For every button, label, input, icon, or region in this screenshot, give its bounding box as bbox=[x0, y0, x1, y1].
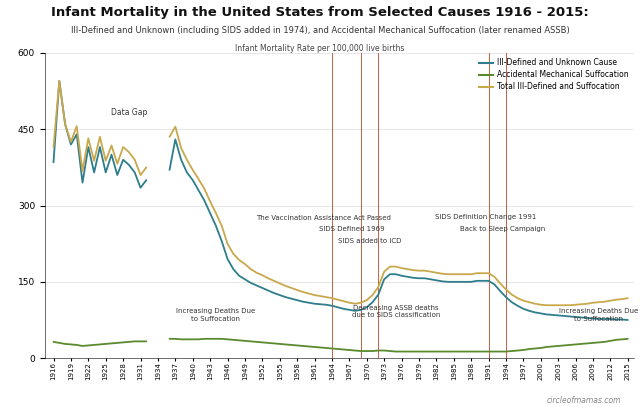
Text: SIDS Defined 1969: SIDS Defined 1969 bbox=[319, 227, 385, 232]
Text: Decreasing ASSB deaths
due to SIDS classification: Decreasing ASSB deaths due to SIDS class… bbox=[351, 305, 440, 318]
Legend: Ill-Defined and Unknown Cause, Accidental Mechanical Suffocation, Total Ill-Defi: Ill-Defined and Unknown Cause, Accidenta… bbox=[476, 55, 631, 94]
Text: Ill-Defined and Unknown (including SIDS added in 1974), and Accidental Mechanica: Ill-Defined and Unknown (including SIDS … bbox=[70, 26, 570, 35]
Text: SIDS Definition Change 1991: SIDS Definition Change 1991 bbox=[435, 214, 536, 220]
Text: Data Gap: Data Gap bbox=[111, 107, 147, 116]
Text: circleofmamas.com: circleofmamas.com bbox=[547, 396, 621, 405]
Text: Increasing Deaths Due
to Suffocation: Increasing Deaths Due to Suffocation bbox=[176, 308, 255, 322]
Text: Back to Sleep Campaign: Back to Sleep Campaign bbox=[460, 226, 546, 232]
Text: Infant Mortality in the United States from Selected Causes 1916 - 2015:: Infant Mortality in the United States fr… bbox=[51, 6, 589, 19]
Text: Infant Mortality Rate per 100,000 live births: Infant Mortality Rate per 100,000 live b… bbox=[236, 44, 404, 53]
Text: Increasing Deaths Due
to Suffocation: Increasing Deaths Due to Suffocation bbox=[559, 308, 639, 322]
Text: SIDS added to ICD: SIDS added to ICD bbox=[338, 238, 401, 244]
Text: The Vaccination Assistance Act Passed: The Vaccination Assistance Act Passed bbox=[256, 215, 390, 221]
